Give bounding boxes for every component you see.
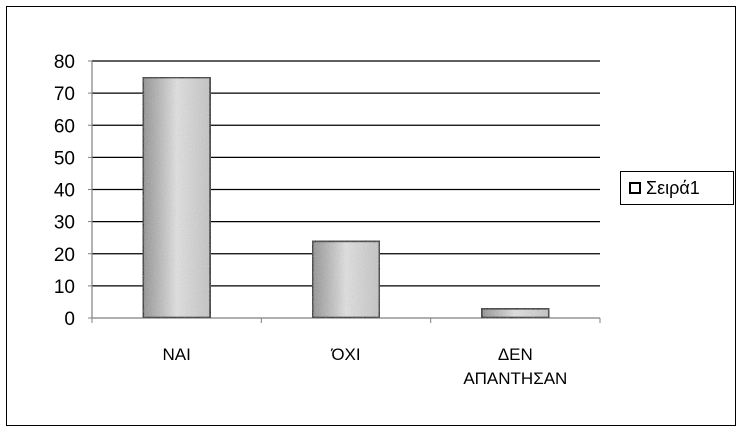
bar: [141, 75, 212, 320]
legend: Σειρά1: [620, 171, 734, 205]
legend-swatch: [629, 182, 641, 194]
bars: [141, 75, 551, 320]
x-tick-label: ΑΠΑΝΤΗΣΑΝ: [463, 369, 567, 388]
x-tick-labels: ΝΑΙ ΌΧΙ ΔΕΝ ΑΠΑΝΤΗΣΑΝ: [162, 345, 567, 388]
y-tick-label: 30: [54, 213, 75, 234]
x-tick-label: ΔΕΝ: [498, 345, 533, 364]
bar: [480, 307, 551, 320]
x-tick-label: ΝΑΙ: [162, 345, 190, 364]
y-tick-labels: 0 10 20 30 40 50 60 70 80: [54, 52, 92, 330]
y-tick-label: 20: [54, 245, 75, 266]
bar: [310, 239, 382, 320]
y-tick-label: 10: [54, 277, 75, 298]
chart-area: [6, 6, 736, 426]
y-tick-label: 0: [64, 309, 75, 330]
y-tick-label: 60: [54, 116, 75, 137]
y-tick-label: 80: [54, 52, 75, 73]
y-tick-label: 50: [54, 148, 75, 169]
y-tick-label: 40: [54, 181, 75, 202]
y-tick-label: 70: [54, 84, 75, 105]
legend-label: Σειρά1: [646, 177, 700, 198]
x-tick-label: ΌΧΙ: [330, 345, 360, 364]
